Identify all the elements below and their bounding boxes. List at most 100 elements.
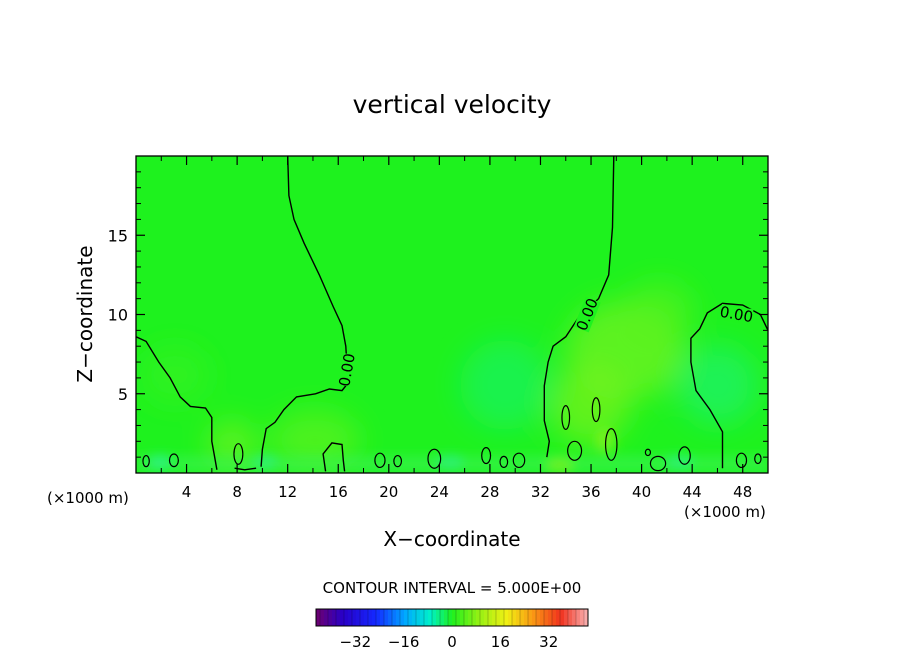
closed-contour [427, 448, 442, 469]
closed-contour [393, 454, 403, 468]
chart-title: vertical velocity [353, 90, 552, 119]
colorbar-cell [332, 609, 337, 626]
colorbar-cell [372, 609, 377, 626]
closed-contour [644, 448, 652, 457]
x-unit-left: (×1000 m) [47, 489, 129, 507]
colorbar-cell [488, 609, 493, 626]
colorbar-cell [340, 609, 345, 626]
colorbar-cell [356, 609, 361, 626]
colorbar-tick-label: 32 [539, 633, 558, 651]
colorbar-tick-label: −16 [388, 633, 420, 651]
colorbar-ticks: −32 −16 0 16 32 [339, 633, 558, 651]
colorbar-cell [560, 609, 565, 626]
colorbar-cell [396, 609, 401, 626]
x-tick-label: 40 [632, 483, 651, 501]
x-tick-label: 48 [733, 483, 752, 501]
colorbar-cell [436, 609, 441, 626]
velocity-field [136, 156, 768, 473]
colorbar-cell [384, 609, 389, 626]
colorbar-cell [324, 609, 329, 626]
closed-contour [233, 443, 244, 465]
closed-contour [604, 428, 618, 461]
x-tick-label: 16 [329, 483, 348, 501]
closed-contour [142, 454, 150, 468]
colorbar-cell [572, 609, 577, 626]
colorbar-cell [576, 609, 581, 626]
zero-contour [543, 156, 615, 458]
colorbar-cell [504, 609, 509, 626]
x-tick-label: 32 [531, 483, 550, 501]
y-axis-label: Z−coordinate [73, 245, 97, 382]
x-tick-label: 28 [480, 483, 499, 501]
zero-contour [322, 442, 346, 472]
closed-contour [512, 452, 526, 469]
closed-contour [481, 447, 492, 465]
colorbar-cell [468, 609, 473, 626]
colorbar-cell [392, 609, 397, 626]
x-unit-right: (×1000 m) [684, 503, 766, 521]
closed-contour [561, 405, 571, 431]
colorbar-cell [472, 609, 477, 626]
colorbar-cell [476, 609, 481, 626]
zero-contour [234, 467, 257, 471]
colorbar-cell [376, 609, 381, 626]
closed-contour [678, 446, 691, 465]
colorbar-cell [500, 609, 505, 626]
colorbar-cell [584, 609, 589, 626]
colorbar-cell [440, 609, 445, 626]
colorbar-cell [460, 609, 465, 626]
colorbar-cell [448, 609, 453, 626]
colorbar-cell [344, 609, 349, 626]
colorbar-cell [524, 609, 529, 626]
x-tick-label: 4 [182, 483, 192, 501]
colorbar-cell [432, 609, 437, 626]
contour-label: 0.00 [718, 303, 754, 327]
colorbar-cell [452, 609, 457, 626]
colorbar-cell [540, 609, 545, 626]
colorbar-tick-label: 0 [447, 633, 457, 651]
x-tick-label: 44 [683, 483, 702, 501]
colorbar-cell [336, 609, 341, 626]
y-axis-ticks: 5 10 15 [108, 171, 768, 458]
colorbar-frame [315, 608, 589, 627]
colorbar-cell [364, 609, 369, 626]
colorbar-cell [404, 609, 409, 626]
colorbar-cell [388, 609, 393, 626]
closed-contour [754, 453, 762, 465]
x-axis-label: X−coordinate [383, 527, 520, 551]
colorbar-cell [536, 609, 541, 626]
contour-interval-label: CONTOUR INTERVAL = 5.000E+00 [323, 579, 582, 597]
zero-contour [690, 302, 768, 469]
colorbar-cell [456, 609, 461, 626]
colorbar-cell [320, 609, 325, 626]
colorbar-cell [352, 609, 357, 626]
colorbar-cell [492, 609, 497, 626]
colorbar-cell [408, 609, 413, 626]
small-closed-contours [142, 397, 762, 472]
colorbar-cell [508, 609, 513, 626]
x-axis-ticks: 4 8 12 16 20 24 28 32 36 40 44 48 [160, 156, 752, 501]
closed-contour [591, 397, 601, 423]
colorbar-cell [424, 609, 429, 626]
colorbar-cell [520, 609, 525, 626]
x-tick-label: 36 [581, 483, 600, 501]
colorbar-cell [464, 609, 469, 626]
colorbar-cell [532, 609, 537, 626]
colorbar-cell [484, 609, 489, 626]
contour-label-bg [719, 303, 754, 326]
x-tick-label: 12 [278, 483, 297, 501]
colorbar-cell [316, 609, 321, 626]
y-tick-label: 15 [108, 226, 128, 245]
colorbar-cell [544, 609, 549, 626]
colorbar-cell [516, 609, 521, 626]
colorbar-cell [480, 609, 485, 626]
colorbar-tick-label: −32 [339, 633, 371, 651]
colorbar-cell [528, 609, 533, 626]
colorbar-cell [568, 609, 573, 626]
colorbar-cell [556, 609, 561, 626]
closed-contour [735, 452, 748, 469]
colorbar-cell [428, 609, 433, 626]
colorbar-cell [552, 609, 557, 626]
colorbar-cell [564, 609, 569, 626]
